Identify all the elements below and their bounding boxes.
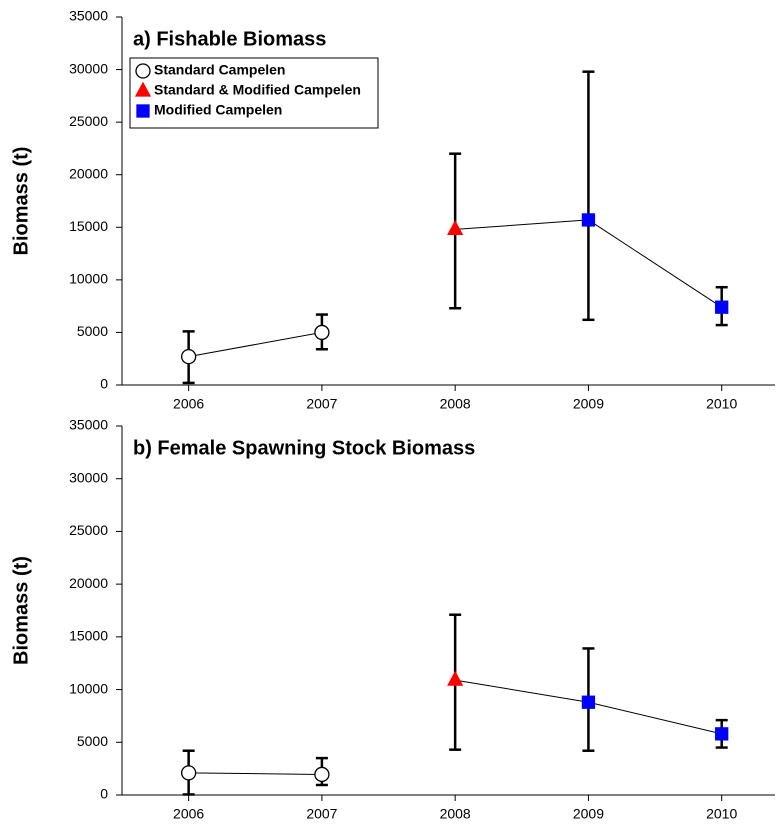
legend-label: Modified Campelen [154, 102, 282, 118]
y-tick-label: 0 [100, 786, 108, 802]
y-tick-label: 0 [100, 376, 108, 392]
x-tick-label: 2010 [706, 396, 737, 412]
x-tick-label: 2009 [573, 396, 604, 412]
y-tick-label: 35000 [69, 417, 108, 433]
connector [455, 679, 589, 703]
y-tick-label: 5000 [77, 733, 108, 749]
x-tick-label: 2006 [173, 806, 204, 822]
y-tick-label: 25000 [69, 522, 108, 538]
legend-label: Standard & Modified Campelen [154, 82, 361, 98]
y-tick-label: 5000 [77, 323, 108, 339]
legend-marker [136, 104, 150, 118]
y-tick-label: 25000 [69, 113, 108, 129]
x-tick-label: 2006 [173, 396, 204, 412]
y-tick-label: 35000 [69, 8, 108, 24]
connector [455, 219, 589, 230]
data-point [581, 213, 596, 227]
x-tick-label: 2010 [706, 806, 737, 822]
data-point [180, 348, 197, 365]
data-point [447, 220, 464, 236]
connector [588, 219, 722, 308]
legend-box [129, 57, 379, 129]
data-point [715, 727, 729, 741]
connector [188, 331, 322, 358]
y-tick-label: 30000 [69, 469, 108, 485]
x-tick-label: 2007 [306, 806, 337, 822]
x-tick-label: 2007 [306, 396, 337, 412]
y-tick-label: 30000 [69, 60, 108, 76]
y-tick-label: 15000 [69, 218, 108, 234]
legend-label: Standard Campelen [154, 62, 285, 78]
y-tick-label: 20000 [69, 165, 108, 181]
legend-marker [135, 63, 151, 79]
chart-title: b) Female Spawning Stock Biomass [133, 437, 475, 459]
connector [188, 772, 322, 775]
y-tick-label: 10000 [69, 680, 108, 696]
data-point [447, 670, 464, 686]
data-point [581, 695, 596, 709]
y-axis-label: Biomass (t) [10, 147, 32, 256]
y-tick-label: 10000 [69, 271, 108, 287]
connector [588, 701, 722, 735]
y-axis-label: Biomass (t) [10, 556, 32, 665]
data-point [314, 324, 330, 341]
y-tick-label: 20000 [69, 575, 108, 591]
data-point [715, 300, 729, 314]
x-tick-label: 2009 [573, 806, 604, 822]
x-tick-label: 2008 [440, 806, 471, 822]
legend-marker [134, 81, 152, 97]
chart-title: a) Fishable Biomass [133, 28, 326, 50]
y-tick-label: 15000 [69, 628, 108, 644]
data-point [314, 766, 330, 783]
x-tick-label: 2008 [440, 396, 471, 412]
data-point [180, 765, 197, 781]
